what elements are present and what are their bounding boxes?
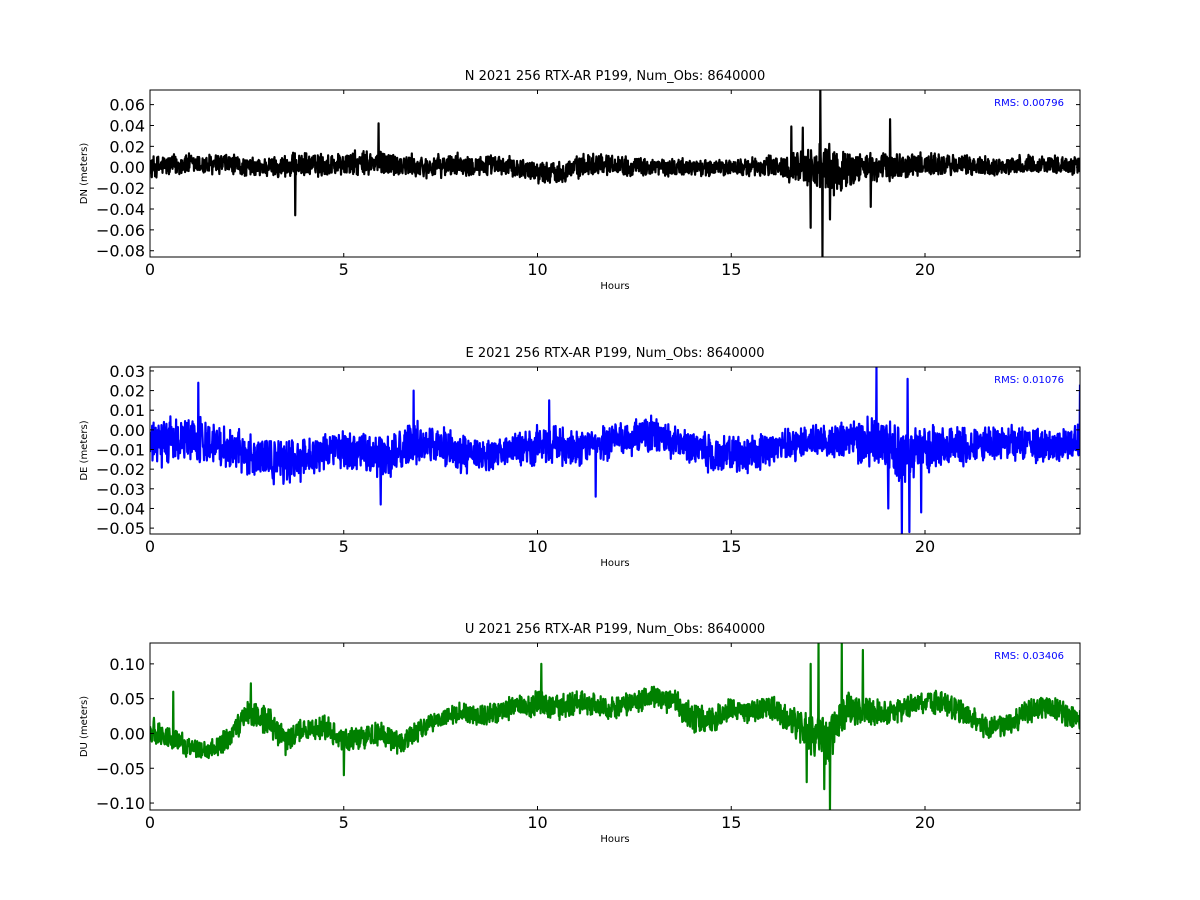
- east-y-tick-label: −0.02: [96, 460, 145, 479]
- east-y-tick-label: −0.04: [96, 499, 145, 518]
- north-y-tick-label: 0.00: [109, 158, 145, 177]
- up-panel: U 2021 256 RTX-AR P199, Num_Obs: 8640000…: [79, 622, 1081, 845]
- up-x-tick-label: 20: [915, 813, 935, 832]
- east-y-tick-label: 0.02: [109, 382, 145, 401]
- north-x-tick-label: 20: [915, 260, 935, 279]
- up-y-tick-label: 0.10: [109, 655, 145, 674]
- north-x-tick-label: 5: [339, 260, 349, 279]
- east-panel: E 2021 256 RTX-AR P199, Num_Obs: 8640000…: [79, 346, 1081, 569]
- north-panel-xlabel: Hours: [600, 281, 629, 292]
- up-x-tick-label: 10: [527, 813, 547, 832]
- east-y-tick-label: 0.00: [109, 421, 145, 440]
- east-y-tick-label: −0.03: [96, 480, 145, 499]
- north-panel-ylabel: DN (meters): [79, 143, 90, 205]
- north-panel-title: N 2021 256 RTX-AR P199, Num_Obs: 8640000: [465, 69, 765, 84]
- east-x-tick-label: 15: [721, 537, 741, 556]
- east-y-tick-label: 0.01: [109, 401, 145, 420]
- east-x-tick-label: 10: [527, 537, 547, 556]
- up-y-tick-label: −0.05: [96, 759, 145, 778]
- east-axes-frame: [149, 366, 1081, 535]
- north-x-tick-label: 15: [721, 260, 741, 279]
- north-x-tick-label: 10: [527, 260, 547, 279]
- up-y-tick-label: 0.00: [109, 724, 145, 743]
- up-x-tick-label: 0: [145, 813, 155, 832]
- up-panel-ylabel: DU (meters): [79, 696, 90, 757]
- north-y-tick-label: 0.06: [109, 96, 145, 115]
- east-series-line: [150, 367, 1080, 534]
- east-panel-xlabel: Hours: [600, 558, 629, 569]
- north-y-tick-label: −0.08: [96, 242, 145, 261]
- north-series-line: [150, 90, 1080, 257]
- up-x-tick-label: 5: [339, 813, 349, 832]
- north-panel: N 2021 256 RTX-AR P199, Num_Obs: 8640000…: [79, 69, 1081, 292]
- up-y-tick-label: −0.10: [96, 794, 145, 813]
- north-x-tick-label: 0: [145, 260, 155, 279]
- east-y-tick-label: −0.01: [96, 441, 145, 460]
- east-y-tick-label: 0.03: [109, 362, 145, 381]
- north-y-tick-label: −0.02: [96, 179, 145, 198]
- east-panel-title: E 2021 256 RTX-AR P199, Num_Obs: 8640000: [466, 346, 765, 361]
- up-panel-title: U 2021 256 RTX-AR P199, Num_Obs: 8640000: [465, 622, 765, 637]
- up-x-tick-label: 15: [721, 813, 741, 832]
- east-x-tick-label: 20: [915, 537, 935, 556]
- east-panel-rms-annotation: RMS: 0.01076: [994, 375, 1064, 386]
- north-panel-rms-annotation: RMS: 0.00796: [994, 98, 1064, 109]
- north-y-tick-label: −0.04: [96, 200, 145, 219]
- up-axes-frame: [149, 642, 1081, 811]
- north-axes-frame: [149, 89, 1081, 258]
- east-x-tick-label: 0: [145, 537, 155, 556]
- north-y-tick-label: 0.02: [109, 137, 145, 156]
- east-x-tick-label: 5: [339, 537, 349, 556]
- up-y-tick-label: 0.05: [109, 690, 145, 709]
- up-series-line: [150, 643, 1080, 810]
- north-y-tick-label: −0.06: [96, 221, 145, 240]
- east-y-tick-label: −0.05: [96, 519, 145, 538]
- north-y-tick-label: 0.04: [109, 116, 145, 135]
- up-panel-xlabel: Hours: [600, 834, 629, 845]
- up-panel-rms-annotation: RMS: 0.03406: [994, 651, 1064, 662]
- east-panel-ylabel: DE (meters): [79, 420, 90, 480]
